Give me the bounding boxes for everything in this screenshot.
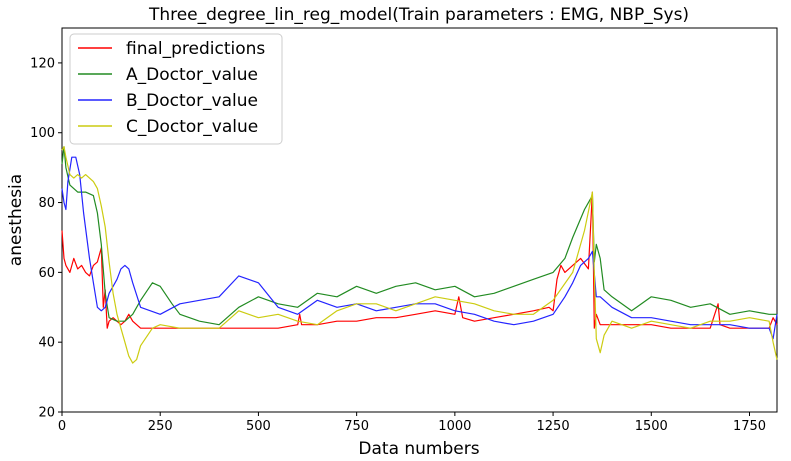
series-line-b-doctor-value bbox=[61, 156, 778, 340]
y-tick-label: 40 bbox=[38, 336, 55, 351]
x-tick-label: 500 bbox=[246, 419, 271, 434]
x-tick-label: 1000 bbox=[438, 419, 471, 434]
series-lines bbox=[61, 146, 778, 364]
y-tick-label: 60 bbox=[38, 266, 55, 281]
legend-label-a-doctor-value: A_Doctor_value bbox=[126, 65, 258, 85]
x-tick-label: 1500 bbox=[635, 419, 668, 434]
x-axis-ticks: 0 250 500 750 1000 1250 1500 1750 bbox=[58, 412, 766, 434]
y-tick-label: 100 bbox=[30, 126, 55, 141]
legend-label-c-doctor-value: C_Doctor_value bbox=[126, 117, 258, 137]
legend-frame bbox=[69, 33, 283, 145]
y-tick-label: 120 bbox=[30, 56, 55, 71]
series-line-c-doctor-value bbox=[61, 146, 778, 364]
legend-label-b-doctor-value: B_Doctor_value bbox=[126, 91, 258, 111]
legend: final_predictions A_Doctor_value B_Doctor_… bbox=[69, 33, 283, 145]
x-tick-label: 0 bbox=[58, 419, 66, 434]
x-tick-label: 750 bbox=[344, 419, 369, 434]
chart-title: Three_degree_lin_reg_model(Train paramet… bbox=[148, 5, 689, 25]
y-tick-label: 80 bbox=[38, 196, 55, 211]
legend-label-final-predictions: final_predictions bbox=[126, 39, 265, 59]
x-axis-label: Data numbers bbox=[358, 439, 479, 459]
y-axis-label: anesthesia bbox=[6, 174, 26, 266]
x-tick-label: 1250 bbox=[537, 419, 570, 434]
x-tick-label: 1750 bbox=[733, 419, 766, 434]
series-line-a-doctor-value bbox=[61, 146, 777, 326]
y-axis-ticks: 20 40 60 80 100 120 bbox=[30, 56, 62, 421]
series-line-final-predictions bbox=[61, 191, 778, 329]
y-tick-label: 20 bbox=[38, 406, 55, 421]
x-tick-label: 250 bbox=[148, 419, 173, 434]
